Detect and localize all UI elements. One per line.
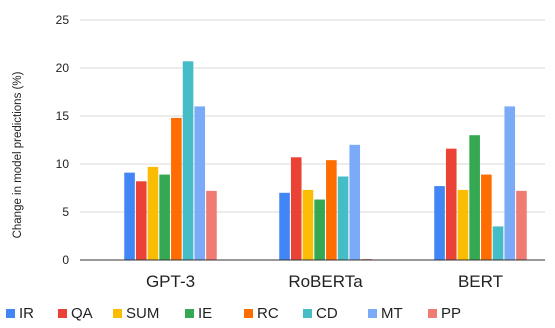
- legend-label: IE: [198, 305, 212, 322]
- bar-ie-bert: [469, 135, 480, 260]
- legend-swatch: [428, 309, 437, 318]
- legend-label: MT: [381, 305, 403, 322]
- bar-pp-bert: [516, 190, 527, 260]
- bar-cd-bert: [492, 226, 504, 260]
- bar-qa-bert: [445, 148, 457, 260]
- legend-swatch: [368, 309, 377, 318]
- bar-qa-gpt3: [135, 181, 147, 260]
- bar-mt-gpt3: [194, 106, 206, 261]
- y-tick-label: 0: [62, 253, 69, 267]
- legend-label: IR: [19, 305, 34, 322]
- category-label: GPT-3: [146, 272, 195, 291]
- legend-item-ie[interactable]: IE: [185, 305, 212, 322]
- y-tick-label: 25: [56, 13, 70, 27]
- y-axis-ticks: 0 5 10 15 20 25: [56, 13, 70, 267]
- bar-ir-roberta: [279, 192, 290, 260]
- bar-rc-bert: [481, 174, 492, 260]
- category-label: BERT: [458, 272, 503, 291]
- legend-item-mt[interactable]: MT: [368, 305, 403, 322]
- category-labels: GPT-3 RoBERTa BERT: [146, 272, 503, 291]
- legend-item-pp[interactable]: PP: [428, 305, 461, 322]
- bar-sum-roberta: [302, 189, 314, 260]
- bar-pp-gpt3: [206, 190, 217, 260]
- bar-mt-bert: [504, 106, 516, 261]
- bar-ie-gpt3: [159, 174, 170, 260]
- bar-sum-bert: [457, 189, 469, 260]
- legend-label: QA: [71, 305, 93, 322]
- bar-cd-roberta: [337, 176, 349, 260]
- category-label: RoBERTa: [288, 272, 363, 291]
- legend-item-ir[interactable]: IR: [6, 305, 34, 322]
- bar-rc-roberta: [326, 160, 337, 260]
- legend-swatch: [185, 309, 194, 318]
- y-tick-label: 20: [56, 61, 70, 75]
- bars: [124, 61, 527, 261]
- legend-item-qa[interactable]: QA: [58, 305, 93, 322]
- legend-swatch: [244, 309, 253, 318]
- bar-ir-bert: [434, 186, 445, 260]
- y-tick-label: 10: [56, 157, 70, 171]
- bar-mt-roberta: [349, 144, 361, 260]
- legend-label: RC: [257, 305, 279, 322]
- legend-swatch: [58, 309, 67, 318]
- legend-item-sum[interactable]: SUM: [113, 305, 159, 322]
- legend-item-rc[interactable]: RC: [244, 305, 279, 322]
- bar-sum-gpt3: [147, 166, 159, 260]
- legend-label: PP: [441, 305, 461, 322]
- legend-swatch: [6, 309, 15, 318]
- bar-ir-gpt3: [124, 172, 135, 260]
- bar-ie-roberta: [314, 199, 325, 260]
- legend-swatch: [303, 309, 312, 318]
- y-tick-label: 5: [62, 205, 69, 219]
- bar-qa-roberta: [290, 157, 302, 260]
- legend-label: SUM: [126, 305, 159, 322]
- bar-rc-gpt3: [171, 117, 182, 260]
- bar-cd-gpt3: [182, 61, 194, 260]
- legend-swatch: [113, 309, 122, 318]
- legend-label: CD: [316, 305, 338, 322]
- legend[interactable]: IR QA SUM IE RC CD MT PP: [6, 305, 461, 322]
- legend-item-cd[interactable]: CD: [303, 305, 338, 322]
- y-tick-label: 15: [56, 109, 70, 123]
- y-axis-title: Change in model predictions (%): [12, 71, 24, 238]
